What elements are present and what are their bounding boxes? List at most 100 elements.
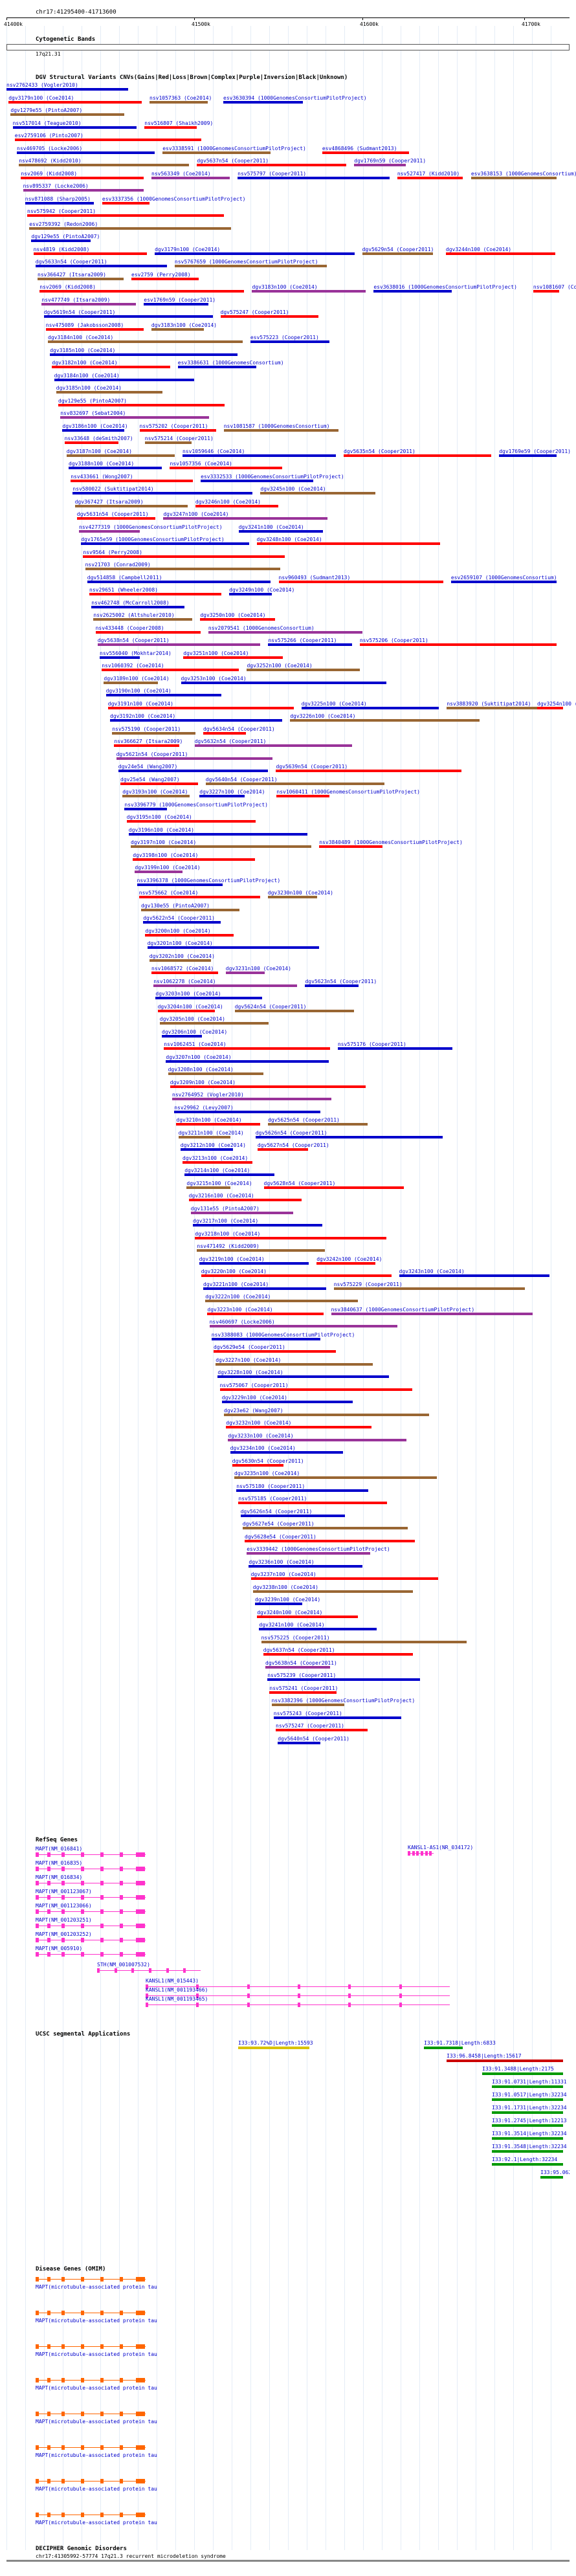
dgv-variant-bar[interactable] bbox=[229, 593, 272, 595]
refseq-exon[interactable] bbox=[47, 1952, 50, 1957]
disease-exon[interactable] bbox=[36, 2445, 39, 2450]
refseq-exon[interactable] bbox=[81, 1938, 84, 1942]
dgv-variant-bar[interactable] bbox=[331, 1312, 533, 1315]
refseq-exon[interactable] bbox=[97, 1968, 100, 1973]
dgv-variant-label[interactable]: nsv2079541 (1000GenomesConsortium) bbox=[208, 625, 315, 631]
dgv-variant[interactable]: nsv575185 (Cooper2011) bbox=[238, 1496, 387, 1504]
dgv-variant-label[interactable]: nsv575229 (Cooper2011) bbox=[333, 1281, 403, 1287]
dgv-variant-bar[interactable] bbox=[322, 151, 409, 154]
dgv-variant[interactable]: dgv3219n100 (Coe2014) bbox=[199, 1256, 309, 1265]
dgv-variant-bar[interactable] bbox=[133, 858, 255, 861]
dgv-variant-bar[interactable] bbox=[157, 1009, 215, 1012]
disease-gene-intron[interactable] bbox=[36, 2447, 146, 2448]
dgv-variant-bar[interactable] bbox=[223, 428, 338, 432]
dgv-variant-bar[interactable] bbox=[131, 277, 199, 280]
dgv-variant[interactable]: nsv366627 (Itsara2009) bbox=[114, 739, 186, 747]
dgv-variant-bar[interactable] bbox=[252, 290, 366, 293]
dgv-variant-bar[interactable] bbox=[144, 126, 197, 129]
disease-exon[interactable] bbox=[47, 2412, 50, 2416]
dgv-variant-label[interactable]: dgv3195n100 (Coe2014) bbox=[126, 814, 192, 820]
refseq-exon[interactable] bbox=[61, 1909, 65, 1914]
refseq-exon[interactable] bbox=[146, 2003, 148, 2007]
refseq-exon[interactable] bbox=[247, 1993, 250, 1998]
dgv-variant-bar[interactable] bbox=[104, 681, 158, 684]
dgv-variant-label[interactable]: nsv433661 (Wong2007) bbox=[71, 473, 133, 480]
dgv-variant[interactable]: dgv5625n54 (Cooper2011) bbox=[268, 1118, 368, 1126]
refseq-exon[interactable] bbox=[61, 1881, 65, 1885]
refseq-exon[interactable] bbox=[120, 1867, 123, 1871]
refseq-exon[interactable] bbox=[36, 1881, 39, 1885]
refseq-exon[interactable] bbox=[348, 2003, 351, 2007]
dgv-variant[interactable]: dgv3242n100 (Coe2014) bbox=[316, 1256, 386, 1265]
dgv-variant-bar[interactable] bbox=[39, 290, 245, 293]
dgv-variant[interactable]: nsv871088 (Sharp2005) bbox=[25, 196, 94, 205]
dgv-variant[interactable]: dgv3233n100 (Coe2014) bbox=[228, 1432, 407, 1441]
dgv-variant-label[interactable]: esv3339442 (1000GenomesConsortiumPilotPr… bbox=[247, 1546, 390, 1552]
dgv-variant-label[interactable]: dgv3207n100 (Coe2014) bbox=[166, 1054, 232, 1060]
dgv-variant[interactable]: dgv3245n100 (Coe2014) bbox=[260, 487, 375, 494]
dgv-variant[interactable]: nsv575176 (Cooper2011) bbox=[337, 1042, 453, 1050]
refseq-exon[interactable] bbox=[81, 1924, 84, 1928]
disease-exon[interactable] bbox=[136, 2445, 145, 2450]
dgv-variant-bar[interactable] bbox=[186, 1186, 231, 1189]
dgv-variant[interactable]: dgv3217n100 (Coe2014) bbox=[193, 1219, 323, 1227]
refseq-exon[interactable] bbox=[136, 1938, 145, 1942]
dgv-variant-bar[interactable] bbox=[112, 731, 195, 735]
dgv-variant-label[interactable]: dgv3253n100 (Coe2014) bbox=[181, 675, 247, 682]
dgv-variant-label[interactable]: dgv3247n100 (Coe2014) bbox=[163, 511, 229, 517]
dgv-variant[interactable]: dgv367427 (Itsara2009) bbox=[74, 499, 188, 507]
dgv-variant[interactable]: dgv3197n100 (Coe2014) bbox=[131, 839, 312, 848]
disease-exon[interactable] bbox=[136, 2479, 145, 2483]
dgv-variant-label[interactable]: nsv1062278 (Coe2014) bbox=[153, 978, 216, 984]
dgv-variant-bar[interactable] bbox=[183, 1160, 253, 1164]
segdup-bar[interactable] bbox=[482, 2072, 563, 2075]
dgv-variant[interactable]: dgv3198n100 (Coe2014) bbox=[133, 852, 255, 861]
dgv-variant-bar[interactable] bbox=[79, 529, 140, 533]
dgv-variant[interactable]: dgv5630n54 (Cooper2011) bbox=[232, 1458, 308, 1467]
decipher-bar[interactable] bbox=[6, 2560, 570, 2562]
dgv-variant-label[interactable]: dgv3233n100 (Coe2014) bbox=[228, 1432, 294, 1439]
refseq-exon[interactable] bbox=[61, 1952, 65, 1957]
dgv-variant-bar[interactable] bbox=[35, 265, 167, 267]
dgv-variant-label[interactable]: esv2759392 (Redon2006) bbox=[29, 221, 98, 227]
dgv-variant[interactable]: dgv5628e54 (Cooper2011) bbox=[245, 1534, 415, 1542]
dgv-variant-label[interactable]: dgv3241n100 (Coe2014) bbox=[238, 524, 304, 530]
dgv-variant-bar[interactable] bbox=[265, 1665, 331, 1669]
dgv-variant-bar[interactable] bbox=[126, 820, 256, 823]
refseq-exon[interactable] bbox=[36, 1895, 39, 1900]
refseq-exon[interactable] bbox=[114, 1968, 117, 1973]
segdup-bar[interactable] bbox=[540, 2176, 563, 2179]
dgv-variant[interactable]: dgv3241n100 (Coe2014) bbox=[259, 1623, 377, 1630]
dgv-variant-label[interactable]: nsv575241 (Cooper2011) bbox=[269, 1685, 338, 1691]
dgv-variant-label[interactable]: nsv2069 (Kidd2008) bbox=[21, 170, 78, 177]
dgv-variant-bar[interactable] bbox=[397, 176, 463, 179]
dgv-variant[interactable]: dgv3203n100 (Coe2014) bbox=[155, 992, 263, 999]
dgv-variant-label[interactable]: dgv3220n100 (Coe2014) bbox=[201, 1269, 267, 1274]
dgv-variant-label[interactable]: dgv1279e55 (PintoA2007) bbox=[10, 107, 83, 113]
disease-gene-label[interactable]: MAPT(microtubule-associated protein tau bbox=[36, 2318, 157, 2324]
dgv-variant-bar[interactable] bbox=[184, 1173, 275, 1176]
dgv-variant-label[interactable]: dgv5622n54 (Cooper2011) bbox=[143, 915, 215, 921]
dgv-variant[interactable]: dgv3243n100 (Coe2014) bbox=[399, 1269, 549, 1277]
dgv-variant[interactable]: dgv3202n100 (Coe2014) bbox=[149, 953, 219, 962]
refseq-exon[interactable] bbox=[120, 1852, 123, 1857]
dgv-variant-label[interactable]: nsv9564 (Perry2008) bbox=[83, 549, 142, 555]
segdup-bar[interactable] bbox=[492, 2124, 563, 2127]
disease-exon[interactable] bbox=[36, 2311, 39, 2315]
dgv-variant-bar[interactable] bbox=[250, 340, 329, 343]
dgv-variant-label[interactable]: dgv3197n100 (Coe2014) bbox=[131, 839, 197, 845]
dgv-variant[interactable]: dgv130e55 (PintoA2007) bbox=[141, 903, 240, 911]
dgv-variant[interactable]: esv1769n59 (Cooper2011) bbox=[144, 297, 219, 305]
disease-exon[interactable] bbox=[136, 2412, 145, 2416]
refseq-exon[interactable] bbox=[61, 1924, 65, 1928]
refseq-gene-label[interactable]: KANSL1(NM_001193465) bbox=[146, 1996, 208, 2002]
dgv-variant-bar[interactable] bbox=[221, 1401, 353, 1403]
dgv-variant-bar[interactable] bbox=[205, 1300, 359, 1302]
dgv-variant[interactable]: dgv3200n100 (Coe2014) bbox=[145, 928, 234, 937]
dgv-variant-bar[interactable] bbox=[150, 100, 208, 104]
refseq-exon[interactable] bbox=[408, 1851, 410, 1856]
disease-gene-label[interactable]: MAPT(microtubule-associated protein tau bbox=[36, 2351, 157, 2357]
dgv-variant-label[interactable]: nsv575067 (Cooper2011) bbox=[219, 1382, 289, 1388]
refseq-exon[interactable] bbox=[421, 1851, 423, 1856]
dgv-variant[interactable]: nsv575662 (Coe2014) bbox=[138, 891, 260, 898]
